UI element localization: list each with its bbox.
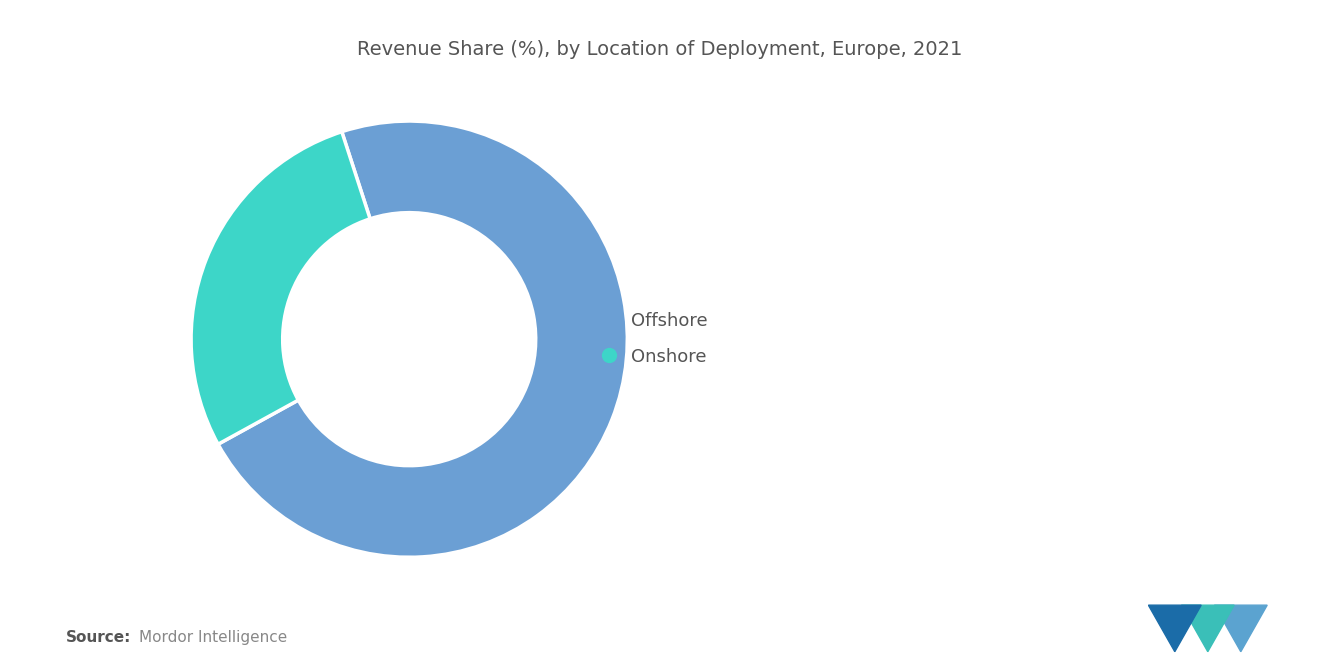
Legend: Offshore, Onshore: Offshore, Onshore — [593, 303, 717, 376]
Wedge shape — [218, 121, 627, 557]
Polygon shape — [1148, 605, 1201, 652]
Text: Mordor Intelligence: Mordor Intelligence — [139, 630, 286, 645]
Text: Revenue Share (%), by Location of Deployment, Europe, 2021: Revenue Share (%), by Location of Deploy… — [358, 40, 962, 59]
Polygon shape — [1181, 605, 1234, 652]
Wedge shape — [191, 132, 370, 444]
Polygon shape — [1214, 605, 1267, 652]
Text: Source:: Source: — [66, 630, 132, 645]
